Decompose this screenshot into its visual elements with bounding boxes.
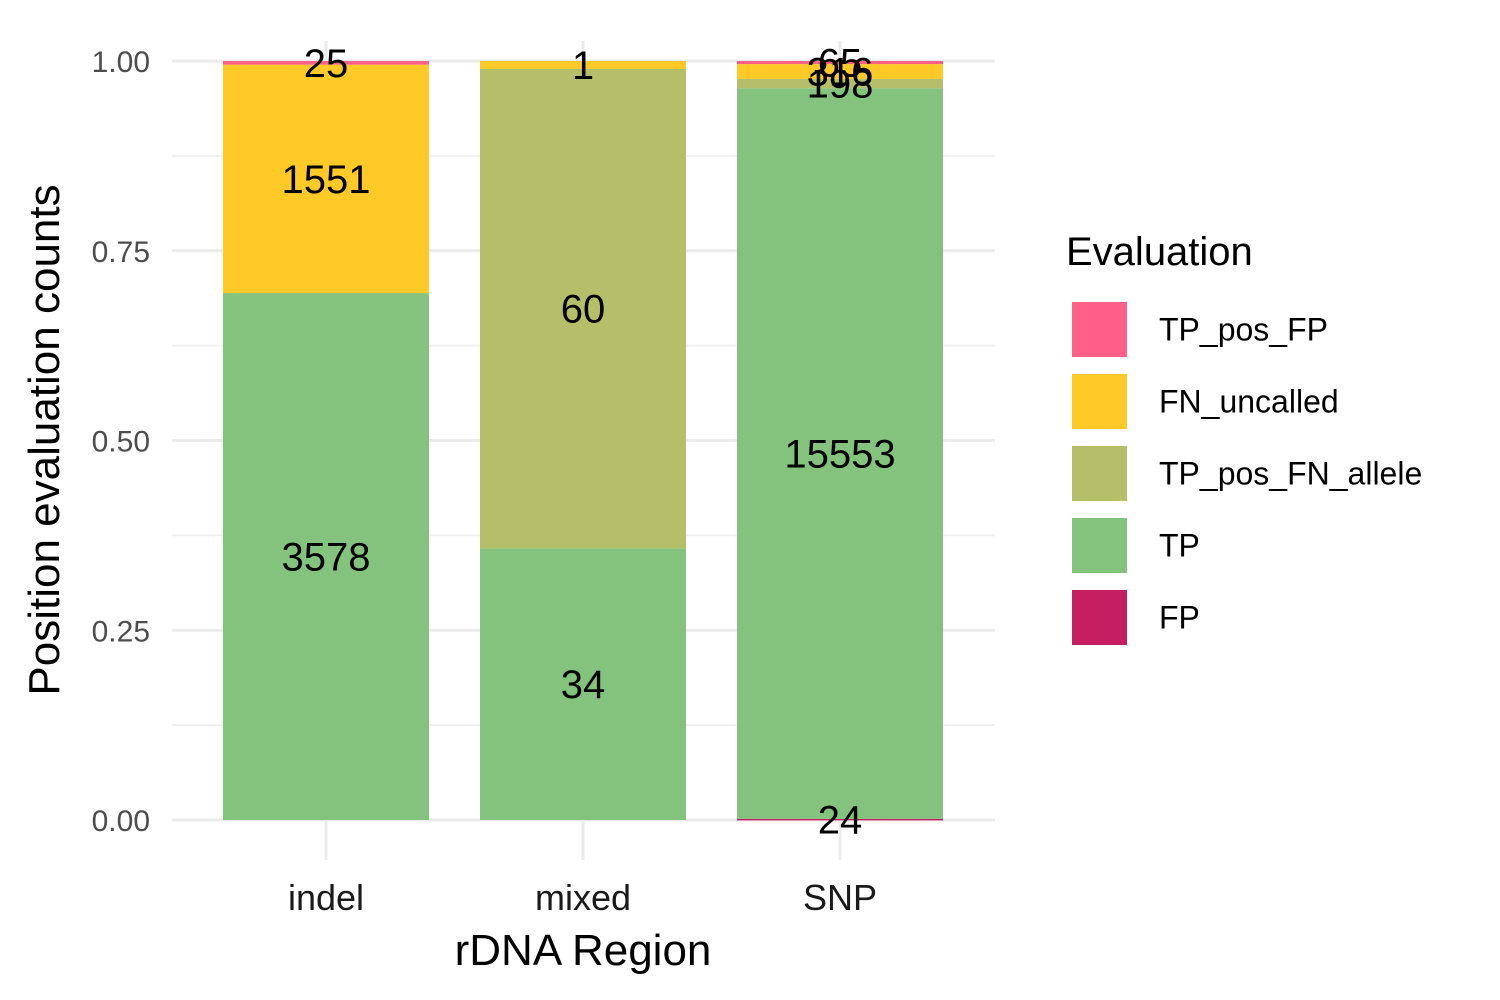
axis-layer: rDNA Region Position evaluation counts [20, 184, 711, 975]
legend-key [1072, 374, 1127, 429]
legend: Evaluation TP_pos_FP FN_uncalled TP_pos_FN… [1066, 230, 1422, 645]
bar-segment [480, 61, 686, 69]
data-label: 3578 [282, 536, 371, 580]
y-tick-label: 1.00 [92, 46, 150, 79]
data-label: 60 [561, 288, 606, 332]
data-label: 1 [572, 44, 594, 88]
bar-segment [737, 78, 943, 89]
bar-segment [480, 548, 686, 820]
legend-label: TP [1159, 528, 1200, 564]
data-label: 1551 [282, 158, 371, 202]
legend-label: FN_uncalled [1159, 384, 1339, 420]
bar-segment [737, 88, 943, 819]
y-tick-label: 0.00 [92, 805, 150, 838]
bar-segment [223, 64, 429, 294]
x-tick-label: mixed [535, 877, 631, 918]
legend-key [1072, 590, 1127, 645]
legend-label: FP [1159, 600, 1200, 636]
x-tick-label: indel [288, 877, 364, 918]
y-tick-label: 0.25 [92, 615, 150, 648]
bar-segment [737, 818, 943, 821]
bar-segment [480, 68, 686, 549]
legend-key [1072, 446, 1127, 501]
legend-key [1072, 302, 1127, 357]
legend-key [1072, 518, 1127, 573]
bar-segment [223, 293, 429, 820]
data-label: 24 [818, 798, 863, 842]
data-label: 34 [561, 663, 606, 707]
data-label: 15553 [784, 433, 895, 477]
bar-segment [737, 64, 943, 79]
legend-label: TP_pos_FP [1159, 312, 1328, 348]
data-label: 65 [818, 42, 863, 86]
legend-title: Evaluation [1066, 230, 1253, 274]
x-axis-title: rDNA Region [455, 926, 712, 975]
bar-layer [223, 61, 943, 821]
data-label: 25 [304, 42, 349, 86]
legend-label: TP_pos_FN_allele [1159, 456, 1422, 492]
bar-segment [737, 61, 943, 65]
x-tick-label: SNP [803, 877, 877, 918]
y-tick-label: 0.50 [92, 426, 150, 459]
data-label: 316 [807, 50, 874, 94]
bar-segment [223, 61, 429, 65]
y-axis-title: Position evaluation counts [20, 184, 69, 695]
data-label: 198 [807, 63, 874, 107]
y-tick-label: 0.75 [92, 236, 150, 269]
